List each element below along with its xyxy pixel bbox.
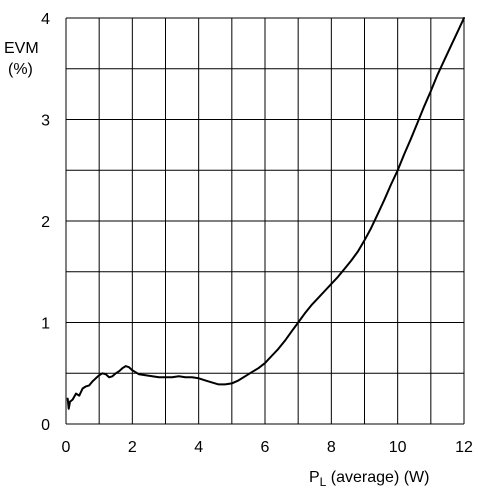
x-tick-label-8: 8	[327, 439, 336, 456]
x-tick-label-6: 6	[261, 439, 270, 456]
x-tick-label-0: 0	[62, 439, 71, 456]
y-tick-label-1: 1	[41, 316, 50, 333]
y-tick-label-2: 2	[41, 214, 50, 231]
x-axis-title-rest: (average) (W)	[326, 469, 429, 486]
y-tick-label-3: 3	[41, 113, 50, 130]
series-line-0	[66, 17, 465, 410]
y-axis-title-line2: (%)	[8, 61, 33, 78]
x-tick-label-12: 12	[455, 439, 473, 456]
y-axis-title-line1: EVM	[4, 40, 39, 57]
x-axis-title-subscript: L	[320, 475, 327, 489]
x-tick-label-10: 10	[389, 439, 407, 456]
x-axis-title: PL (average) (W)	[309, 469, 429, 489]
grid	[65, 17, 465, 425]
x-tick-label-2: 2	[128, 439, 137, 456]
y-tick-label-4: 4	[41, 11, 50, 28]
data-series	[66, 17, 465, 410]
y-tick-label-0: 0	[41, 417, 50, 434]
x-tick-label-4: 4	[194, 439, 203, 456]
x-axis-title-main: P	[309, 469, 320, 486]
